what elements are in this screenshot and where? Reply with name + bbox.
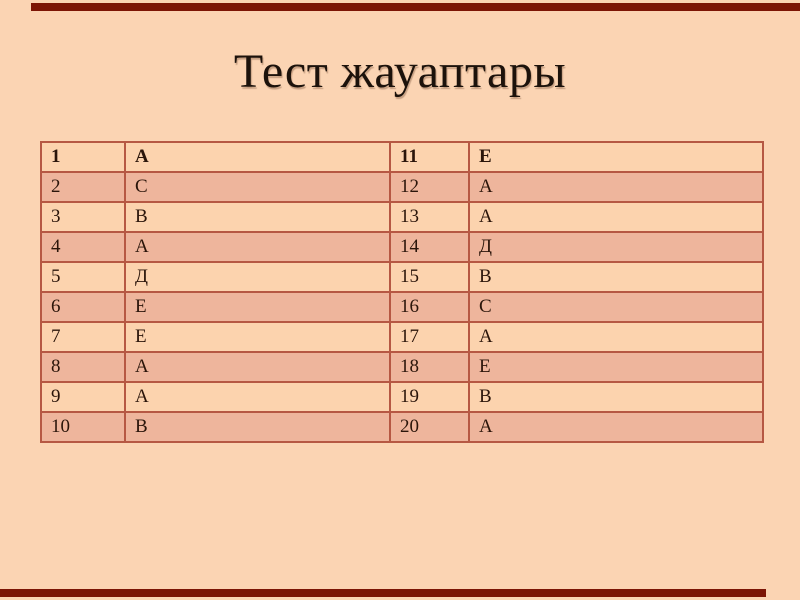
table-row: 10 В 20 А [40, 411, 764, 443]
slide-title: Тест жауаптары [233, 45, 567, 98]
question-number-cell: 11 [389, 141, 470, 173]
question-number-cell: 7 [40, 321, 126, 353]
question-number-cell: 18 [389, 351, 470, 383]
table-row: 1 А 11 Е [40, 141, 764, 173]
answer-cell: А [468, 201, 764, 233]
answer-cell: С [468, 291, 764, 323]
question-number-cell: 9 [40, 381, 126, 413]
answer-cell: В [468, 261, 764, 293]
question-number-cell: 2 [40, 171, 126, 203]
answer-cell: В [124, 411, 391, 443]
table-row: 9 А 19 В [40, 381, 764, 413]
table-row: 8 А 18 Е [40, 351, 764, 383]
question-number-cell: 5 [40, 261, 126, 293]
answer-cell: Е [468, 141, 764, 173]
question-number-cell: 1 [40, 141, 126, 173]
question-number-cell: 20 [389, 411, 470, 443]
answer-cell: Д [124, 261, 391, 293]
question-number-cell: 3 [40, 201, 126, 233]
question-number-cell: 14 [389, 231, 470, 263]
question-number-cell: 19 [389, 381, 470, 413]
top-accent-bar [31, 3, 800, 11]
table-row: 4 А 14 Д [40, 231, 764, 263]
table-row: 2 С 12 А [40, 171, 764, 203]
question-number-cell: 6 [40, 291, 126, 323]
question-number-cell: 13 [389, 201, 470, 233]
question-number-cell: 8 [40, 351, 126, 383]
answer-cell: А [468, 411, 764, 443]
answer-cell: Е [124, 321, 391, 353]
question-number-cell: 12 [389, 171, 470, 203]
question-number-cell: 16 [389, 291, 470, 323]
answer-cell: А [124, 381, 391, 413]
answer-cell: А [124, 141, 391, 173]
answer-cell: В [468, 381, 764, 413]
answer-cell: А [124, 231, 391, 263]
answer-cell: Е [124, 291, 391, 323]
answer-cell: А [468, 321, 764, 353]
table-row: 6 Е 16 С [40, 291, 764, 323]
question-number-cell: 4 [40, 231, 126, 263]
bottom-accent-bar [0, 589, 766, 597]
question-number-cell: 15 [389, 261, 470, 293]
answer-cell: А [124, 351, 391, 383]
question-number-cell: 17 [389, 321, 470, 353]
table-row: 3 В 13 А [40, 201, 764, 233]
table-row: 5 Д 15 В [40, 261, 764, 293]
table-row: 7 Е 17 А [40, 321, 764, 353]
answer-cell: С [124, 171, 391, 203]
answer-cell: Е [468, 351, 764, 383]
question-number-cell: 10 [40, 411, 126, 443]
answer-cell: Д [468, 231, 764, 263]
answers-table-body: 1 А 11 Е 2 С 12 А 3 В 13 А 4 А 14 Д 5 Д 15 В 6 Е 16 С 7 Е 17 А 8 А 18 Е… [40, 141, 764, 443]
answers-table: 1 А 11 Е 2 С 12 А 3 В 13 А 4 А 14 Д 5 Д 15 В 6 Е 16 С 7 Е 17 А 8 А 18 Е… [40, 141, 764, 443]
answer-cell: А [468, 171, 764, 203]
answer-cell: В [124, 201, 391, 233]
